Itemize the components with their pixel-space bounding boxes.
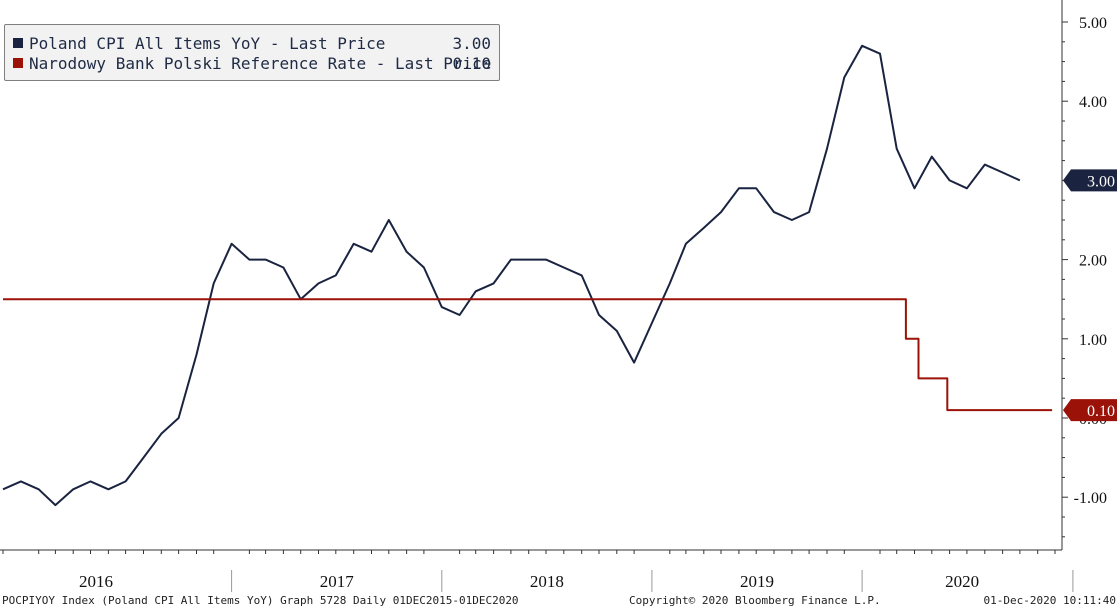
legend-item-rate: Narodowy Bank Polski Reference Rate - La… xyxy=(13,54,491,74)
legend-value-cpi: 3.00 xyxy=(452,34,491,53)
y-axis: 5.004.003.002.001.000.00-1.00 xyxy=(1061,0,1107,550)
x-tick-label: 2017 xyxy=(320,572,355,591)
last-value-badge-cpi xyxy=(1063,169,1117,192)
x-tick-label: 2016 xyxy=(79,572,113,591)
y-tick-label: 5.00 xyxy=(1079,15,1107,32)
footer-ticker-info: POCPIYOY Index (Poland CPI All Items YoY… xyxy=(2,594,519,607)
y-tick-label: 1.00 xyxy=(1079,332,1107,349)
x-tick-label: 2020 xyxy=(945,572,979,591)
footer-copyright: Copyright© 2020 Bloomberg Finance L.P. xyxy=(629,594,881,607)
legend-swatch-rate xyxy=(13,57,23,68)
x-tick-label: 2018 xyxy=(530,572,564,591)
series-layer xyxy=(2,44,1053,507)
y-tick-label: 2.00 xyxy=(1079,253,1107,270)
legend-label-cpi: Poland CPI All Items YoY - Last Price xyxy=(29,34,386,53)
y-tick-label: -1.00 xyxy=(1074,490,1107,507)
last-value-badges: 3.00 0.10 xyxy=(1063,169,1117,422)
footer-timestamp: 01-Dec-2020 10:11:40 xyxy=(983,594,1116,607)
last-value-label-cpi: 3.00 xyxy=(1087,173,1115,190)
last-value-badge-rate xyxy=(1063,399,1117,422)
legend-swatch-cpi xyxy=(13,37,23,48)
last-value-label-rate: 0.10 xyxy=(1087,403,1115,420)
legend: Poland CPI All Items YoY - Last Price 3.… xyxy=(4,24,500,81)
y-tick-label: 4.00 xyxy=(1079,94,1107,111)
series-line-reference-rate xyxy=(3,298,1053,412)
legend-label-rate: Narodowy Bank Polski Reference Rate - La… xyxy=(29,54,492,73)
legend-value-rate: 0.10 xyxy=(452,54,491,73)
x-tick-label: 2019 xyxy=(740,572,774,591)
x-axis: 2016 2017 2018 2019 2020 xyxy=(0,549,1074,592)
legend-item-cpi: Poland CPI All Items YoY - Last Price 3.… xyxy=(13,34,491,54)
series-line-cpi xyxy=(2,44,1021,507)
